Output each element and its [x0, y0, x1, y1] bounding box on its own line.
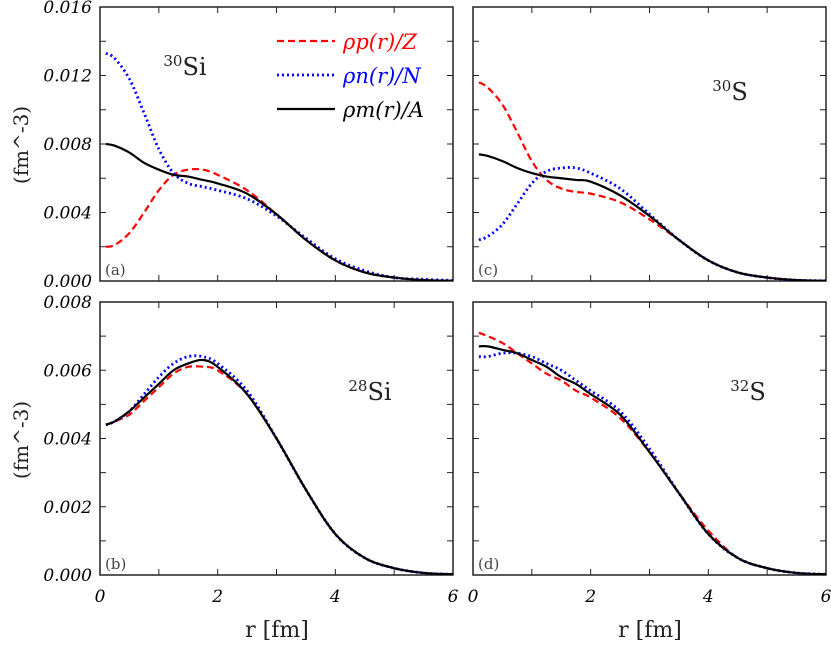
nucleus-label: 30S — [712, 77, 748, 106]
legend-item-m: ρm(r)/A — [277, 98, 424, 122]
x-axis-label-right: r [fm] — [618, 618, 682, 643]
legend-label: ρp(r)/Z — [342, 30, 417, 54]
x-tick-label: 6 — [448, 587, 459, 607]
y-tick-label: 0.016 — [43, 0, 92, 18]
x-tick-label: 0 — [95, 587, 106, 607]
panel-label: (d) — [478, 555, 499, 573]
y-tick-label: 0.006 — [43, 361, 92, 381]
panel-frame — [472, 301, 827, 576]
series-m-line — [105, 358, 453, 575]
series-p-line — [478, 81, 826, 281]
series-n-line — [105, 354, 453, 575]
nucleus-symbol: Si — [182, 53, 206, 81]
series-m-line — [105, 142, 453, 281]
nucleus-mass: 28 — [348, 377, 367, 395]
nucleus-symbol: S — [731, 78, 747, 106]
y-tick-label: 0.004 — [43, 430, 92, 450]
nucleus-mass: 32 — [730, 377, 749, 395]
y-axis-label-bottom: (fm^-3) — [9, 401, 33, 479]
panel-frame — [472, 6, 827, 282]
y-tick-label: 0.002 — [43, 498, 92, 518]
panel-c: (c) 30S — [472, 6, 827, 282]
legend-item-p: ρp(r)/Z — [277, 30, 417, 54]
nucleus-label: 30Si — [163, 52, 207, 81]
x-axis-label-left: r [fm] — [245, 618, 309, 643]
x-tick-label: 2 — [584, 587, 596, 607]
panel-b: 0.000 0.002 0.004 0.006 0.008 0 2 4 6 (b) 28Si — [43, 293, 458, 607]
series-n-line — [478, 166, 826, 281]
svg-text:r [fm]: r [fm] — [618, 618, 682, 643]
y-tick-label: 0.000 — [43, 272, 92, 292]
series-p-line — [105, 167, 453, 281]
legend-label: ρm(r)/A — [342, 98, 424, 122]
legend-item-n: ρn(r)/N — [277, 64, 421, 88]
nucleus-label: 28Si — [348, 377, 392, 406]
panel-a: 0.000 0.004 0.008 0.012 0.016 (a) 30Si — [43, 0, 454, 292]
nucleus-label: 32S — [730, 377, 766, 406]
panel-label: (c) — [478, 261, 498, 279]
nucleus-symbol: S — [749, 378, 765, 406]
legend: ρp(r)/Z ρn(r)/N ρm(r)/A — [277, 30, 424, 122]
y-tick-label: 0.000 — [43, 566, 92, 586]
y-axis-label-top: (fm^-3) — [9, 106, 33, 184]
y-tick-label: 0.008 — [43, 135, 92, 155]
series-m-line — [478, 153, 826, 281]
x-tick-label: 0 — [468, 587, 479, 607]
legend-label: ρn(r)/N — [342, 64, 421, 88]
panel-label: (a) — [105, 261, 126, 279]
nucleus-symbol: Si — [367, 378, 391, 406]
panel-label: (b) — [105, 555, 126, 573]
series-p-line — [105, 365, 453, 575]
nucleus-mass: 30 — [163, 52, 182, 70]
nucleus-mass: 30 — [712, 77, 731, 95]
x-tick-label: 6 — [821, 587, 831, 607]
series-n-line — [105, 51, 453, 281]
svg-text:r [fm]: r [fm] — [245, 618, 309, 643]
y-tick-label: 0.004 — [43, 204, 92, 224]
series-m-line — [478, 345, 826, 575]
x-tick-label: 2 — [211, 587, 223, 607]
y-tick-label: 0.008 — [43, 293, 92, 313]
y-tick-label: 0.012 — [43, 67, 92, 87]
x-tick-label: 4 — [329, 587, 341, 607]
panel-d: 0 2 4 6 (d) 32S — [468, 301, 831, 607]
series-n-line — [478, 351, 826, 575]
x-tick-label: 4 — [702, 587, 714, 607]
